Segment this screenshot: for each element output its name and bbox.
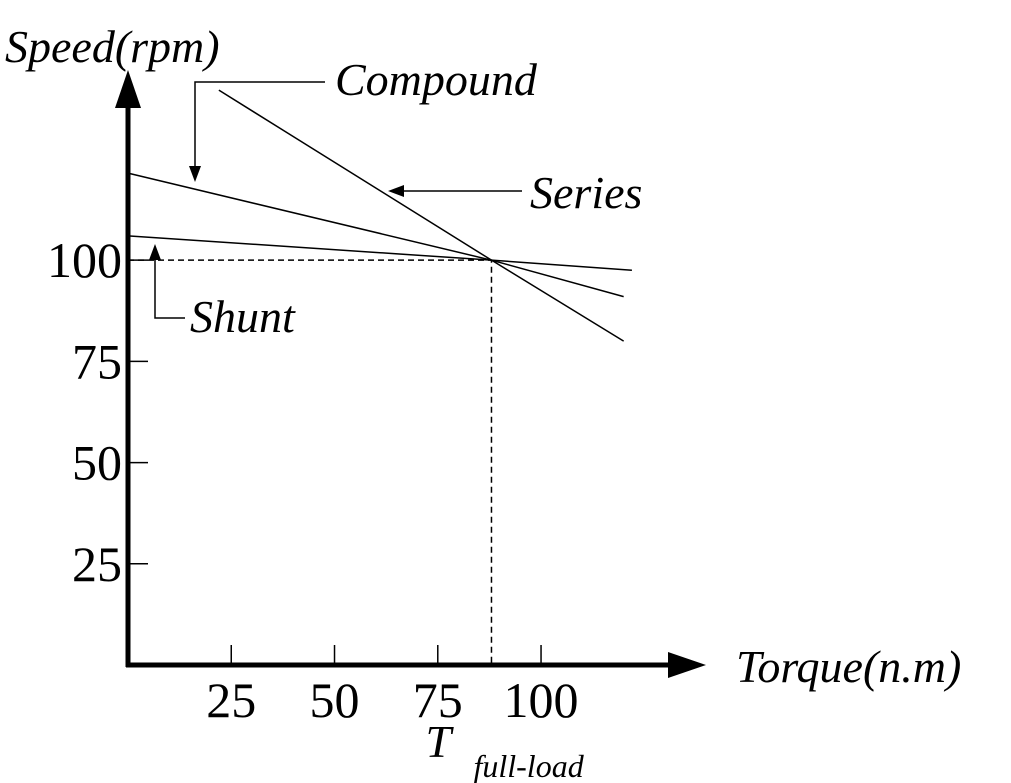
callout-line — [195, 82, 325, 168]
callout-arrow — [149, 244, 161, 260]
full-load-label: T — [425, 716, 454, 767]
callout-arrow — [388, 185, 404, 197]
full-load-guide — [128, 260, 491, 665]
callout-line — [155, 258, 185, 318]
callout-arrow — [189, 166, 201, 182]
chart: Speed(rpm) Torque(n.m) 25507510025507510… — [0, 0, 1011, 783]
x-axis-label: Torque(n.m) — [736, 641, 961, 692]
x-tick-label: 25 — [206, 672, 256, 728]
full-load-subscript: full-load — [473, 748, 584, 783]
y-tick-label: 75 — [72, 333, 122, 389]
y-axis-arrow — [115, 70, 141, 108]
y-tick-label: 25 — [72, 536, 122, 592]
y-tick-label: 50 — [72, 435, 122, 491]
x-tick-label: 50 — [310, 672, 360, 728]
y-tick-label: 100 — [47, 232, 122, 288]
legend-label: Shunt — [190, 291, 296, 342]
y-axis-label: Speed(rpm) — [5, 21, 220, 72]
series-line — [128, 236, 632, 270]
x-axis-arrow — [668, 652, 706, 678]
legend-label: Compound — [335, 54, 538, 105]
legend-label: Series — [530, 167, 642, 218]
x-tick-label: 100 — [504, 672, 579, 728]
